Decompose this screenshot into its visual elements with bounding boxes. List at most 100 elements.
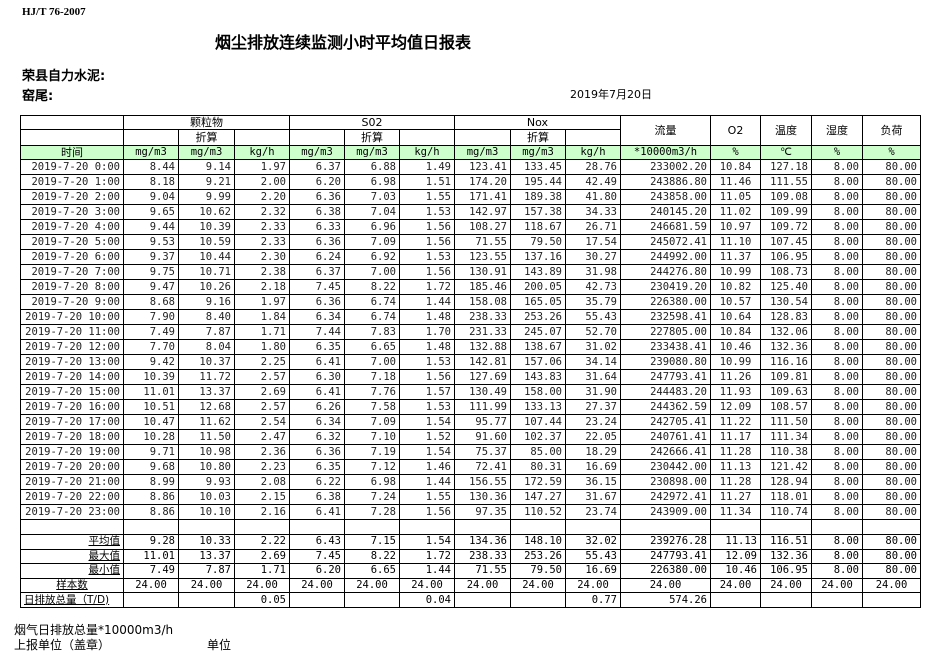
report-date: 2019年7月20日 — [570, 88, 652, 101]
value-cell: 238.33 — [454, 309, 511, 325]
table-row: 2019-7-20 19:00 9.71 10.98 2.36 6.36 7.19 1.54… — [20, 444, 921, 460]
time-cell: 2019-7-20 0:00 — [20, 159, 124, 175]
table-row: 2019-7-20 6:00 9.37 10.44 2.30 6.24 6.92 1.53 1… — [20, 249, 921, 265]
value-cell: 16.69 — [565, 563, 621, 579]
table-row: 2019-7-20 3:00 9.65 10.62 2.32 6.38 7.04 1.53 1… — [20, 204, 921, 220]
value-cell: 247793.41 — [620, 548, 711, 565]
value-cell: 7.15 — [344, 534, 400, 550]
value-cell: 7.24 — [344, 489, 400, 505]
value-cell: 12.68 — [178, 399, 235, 415]
value-cell: 23.24 — [565, 414, 621, 430]
value-cell: 9.28 — [123, 534, 179, 550]
table-row: 2019-7-20 5:00 9.53 10.59 2.33 6.36 7.09 1.56 7… — [20, 234, 921, 250]
table-row: 2019-7-20 22:00 8.86 10.03 2.15 6.38 7.24 1.55… — [20, 489, 921, 505]
value-cell: 6.38 — [289, 204, 345, 220]
table-row: 2019-7-20 8:00 9.47 10.26 2.18 7.45 8.22 1.72 1… — [20, 279, 921, 295]
value-cell: 80.00 — [862, 279, 921, 295]
value-cell: 1.80 — [234, 339, 290, 355]
value-cell: 189.38 — [510, 189, 566, 205]
value-cell: 8.00 — [811, 369, 863, 385]
table-row: 2019-7-20 2:00 9.04 9.99 2.20 6.36 7.03 1.55 17… — [20, 189, 921, 205]
table-row: 2019-7-20 20:00 9.68 10.80 2.23 6.35 7.12 1.46… — [20, 459, 921, 475]
table-row: 2019-7-20 17:00 10.47 11.62 2.54 6.34 7.09 1.5… — [20, 414, 921, 430]
value-cell: 79.50 — [510, 563, 566, 579]
header-load: 负荷 — [862, 115, 921, 146]
value-cell: 7.18 — [344, 369, 400, 385]
row-label: 最大值 — [20, 548, 124, 565]
time-cell: 2019-7-20 16:00 — [20, 399, 124, 415]
time-cell: 2019-7-20 21:00 — [20, 474, 124, 490]
value-cell: 8.40 — [178, 309, 235, 325]
value-cell: 240761.41 — [620, 429, 711, 445]
stats-row: 最大值 11.01 13.37 2.69 7.45 8.22 1.72 238.33 253.2… — [20, 548, 921, 565]
value-cell: 28.76 — [565, 159, 621, 175]
value-cell: 9.04 — [123, 189, 179, 205]
value-cell: 238.33 — [454, 548, 511, 565]
value-cell — [344, 592, 400, 608]
value-cell: 2.57 — [234, 399, 290, 415]
value-cell: 1.48 — [399, 339, 455, 355]
time-cell: 2019-7-20 12:00 — [20, 339, 124, 355]
value-cell: 91.60 — [454, 429, 511, 445]
value-cell: 6.24 — [289, 249, 345, 265]
value-cell: 143.83 — [510, 369, 566, 385]
value-cell: 242666.41 — [620, 444, 711, 460]
value-cell — [862, 592, 921, 608]
value-cell: 2.47 — [234, 429, 290, 445]
value-cell: 8.00 — [811, 563, 863, 579]
value-cell: 71.55 — [454, 234, 511, 250]
value-cell: 6.20 — [289, 563, 345, 579]
value-cell: 10.84 — [710, 324, 761, 340]
value-cell: 8.00 — [811, 489, 863, 505]
report-title: 烟尘排放连续监测小时平均值日报表 — [215, 33, 472, 52]
value-cell: 10.28 — [123, 429, 179, 445]
value-cell: 8.00 — [811, 444, 863, 460]
value-cell: 2.00 — [234, 174, 290, 190]
unit-cell: % — [862, 145, 921, 160]
table-row: 2019-7-20 7:00 9.75 10.71 2.38 6.37 7.00 1.56 1… — [20, 264, 921, 280]
value-cell: 1.70 — [399, 324, 455, 340]
header-time: 时间 — [20, 145, 124, 160]
value-cell: 1.52 — [399, 429, 455, 445]
row-label: 平均值 — [20, 534, 124, 550]
value-cell: 12.09 — [710, 399, 761, 415]
value-cell: 6.26 — [289, 399, 345, 415]
value-cell: 9.71 — [123, 444, 179, 460]
header-converted: 折算 — [510, 129, 566, 146]
value-cell: 110.38 — [760, 444, 812, 460]
value-cell: 1.53 — [399, 249, 455, 265]
value-cell: 8.00 — [811, 339, 863, 355]
value-cell: 11.22 — [710, 414, 761, 430]
value-cell: 1.53 — [399, 354, 455, 370]
time-cell: 2019-7-20 8:00 — [20, 279, 124, 295]
value-cell: 13.37 — [178, 384, 235, 400]
value-cell: 8.00 — [811, 204, 863, 220]
value-cell: 118.01 — [760, 489, 812, 505]
value-cell: 6.36 — [289, 189, 345, 205]
value-cell: 8.00 — [811, 534, 863, 550]
table-row: 2019-7-20 16:00 10.51 12.68 2.57 6.26 7.58 1.5… — [20, 399, 921, 415]
header-particulate: 颗粒物 — [123, 115, 290, 130]
value-cell: 158.08 — [454, 294, 511, 310]
value-cell: 8.00 — [811, 219, 863, 235]
value-cell: 243886.80 — [620, 174, 711, 190]
value-cell: 133.45 — [510, 159, 566, 175]
value-cell: 130.49 — [454, 384, 511, 400]
value-cell: 27.37 — [565, 399, 621, 415]
value-cell: 10.37 — [178, 354, 235, 370]
value-cell: 8.00 — [811, 474, 863, 490]
value-cell: 23.74 — [565, 504, 621, 520]
time-cell: 2019-7-20 7:00 — [20, 264, 124, 280]
value-cell — [123, 592, 179, 608]
unit-cell: % — [811, 145, 863, 160]
value-cell: 226380.00 — [620, 294, 711, 310]
value-cell: 11.01 — [123, 548, 179, 565]
value-cell: 42.73 — [565, 279, 621, 295]
value-cell: 36.15 — [565, 474, 621, 490]
value-cell: 71.55 — [454, 563, 511, 579]
value-cell: 42.49 — [565, 174, 621, 190]
value-cell — [811, 519, 863, 535]
value-cell: 7.10 — [344, 429, 400, 445]
value-cell: 2.69 — [234, 384, 290, 400]
value-cell: 8.00 — [811, 189, 863, 205]
